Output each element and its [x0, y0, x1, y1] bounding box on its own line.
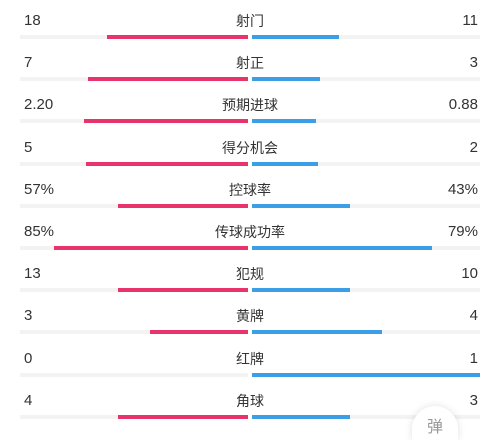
- away-value: 11: [462, 12, 478, 29]
- home-bar: [118, 288, 248, 293]
- stat-row: 18 射门 11: [0, 12, 500, 54]
- home-value: 18: [24, 12, 41, 29]
- away-bar-track: [252, 35, 480, 39]
- stat-row: 57% 控球率 43%: [0, 181, 500, 223]
- away-bar-track: [252, 288, 480, 293]
- home-value: 5: [24, 138, 33, 156]
- away-value: 4: [469, 307, 478, 325]
- home-value: 7: [24, 54, 33, 72]
- home-bar: [54, 246, 248, 250]
- home-bar: [88, 77, 248, 82]
- stat-label: 射正: [236, 55, 264, 72]
- stat-row: 3 黄牌 4: [0, 307, 500, 349]
- away-bar: [252, 246, 432, 250]
- stat-label: 控球率: [229, 181, 271, 198]
- stat-row: 4 角球 3: [0, 392, 500, 434]
- home-bar: [84, 119, 248, 124]
- home-bar: [86, 161, 248, 166]
- away-bar: [252, 330, 382, 335]
- stat-label: 预期进球: [222, 97, 278, 114]
- barrage-toggle-label: 弹: [426, 419, 443, 436]
- stat-label: 得分机会: [222, 139, 278, 156]
- stat-label: 红牌: [236, 350, 264, 367]
- stat-row: 7 射正 3: [0, 54, 500, 96]
- away-bar-track: [252, 203, 480, 208]
- stat-label: 传球成功率: [215, 224, 285, 240]
- home-bar: [150, 330, 248, 335]
- stat-label: 犯规: [236, 266, 264, 283]
- stat-row: 5 得分机会 2: [0, 139, 500, 181]
- home-value: 13: [24, 265, 41, 283]
- home-value: 4: [24, 391, 33, 409]
- away-value: 3: [469, 391, 478, 409]
- stat-label: 角球: [236, 392, 264, 409]
- home-bar-track: [20, 330, 248, 335]
- away-bar-track: [252, 161, 480, 166]
- away-bar: [252, 77, 320, 82]
- away-bar-track: [252, 77, 480, 82]
- away-bar: [252, 119, 316, 124]
- stat-row: 0 红牌 1: [0, 350, 500, 392]
- stat-label: 黄牌: [236, 308, 264, 325]
- away-bar: [252, 203, 350, 208]
- away-value: 43%: [447, 180, 478, 198]
- away-value: 1: [469, 349, 478, 367]
- away-value: 2: [469, 138, 478, 156]
- home-value: 0: [24, 349, 33, 367]
- away-value: 79%: [447, 223, 478, 240]
- away-bar-track: [252, 119, 480, 124]
- home-value: 57%: [24, 180, 55, 198]
- away-value: 0.88: [448, 96, 478, 114]
- home-bar: [118, 414, 248, 419]
- home-bar: [118, 203, 248, 208]
- barrage-toggle-button[interactable]: 弹: [412, 406, 458, 440]
- stat-row: 13 犯规 10: [0, 265, 500, 307]
- home-bar-track: [20, 372, 248, 377]
- home-bar: [107, 35, 248, 39]
- away-bar: [252, 372, 480, 377]
- away-bar: [252, 35, 339, 39]
- home-value: 3: [24, 307, 33, 325]
- away-value: 3: [469, 54, 478, 72]
- away-bar: [252, 288, 350, 293]
- stat-row: 2.20 预期进球 0.88: [0, 96, 500, 138]
- away-bar: [252, 414, 350, 419]
- stat-row: 85% 传球成功率 79%: [0, 223, 500, 265]
- away-bar: [252, 161, 318, 166]
- away-bar-track: [252, 414, 480, 419]
- home-value: 85%: [24, 223, 55, 240]
- home-value: 2.20: [24, 96, 54, 114]
- away-value: 10: [461, 265, 478, 283]
- stat-label: 射门: [236, 13, 264, 29]
